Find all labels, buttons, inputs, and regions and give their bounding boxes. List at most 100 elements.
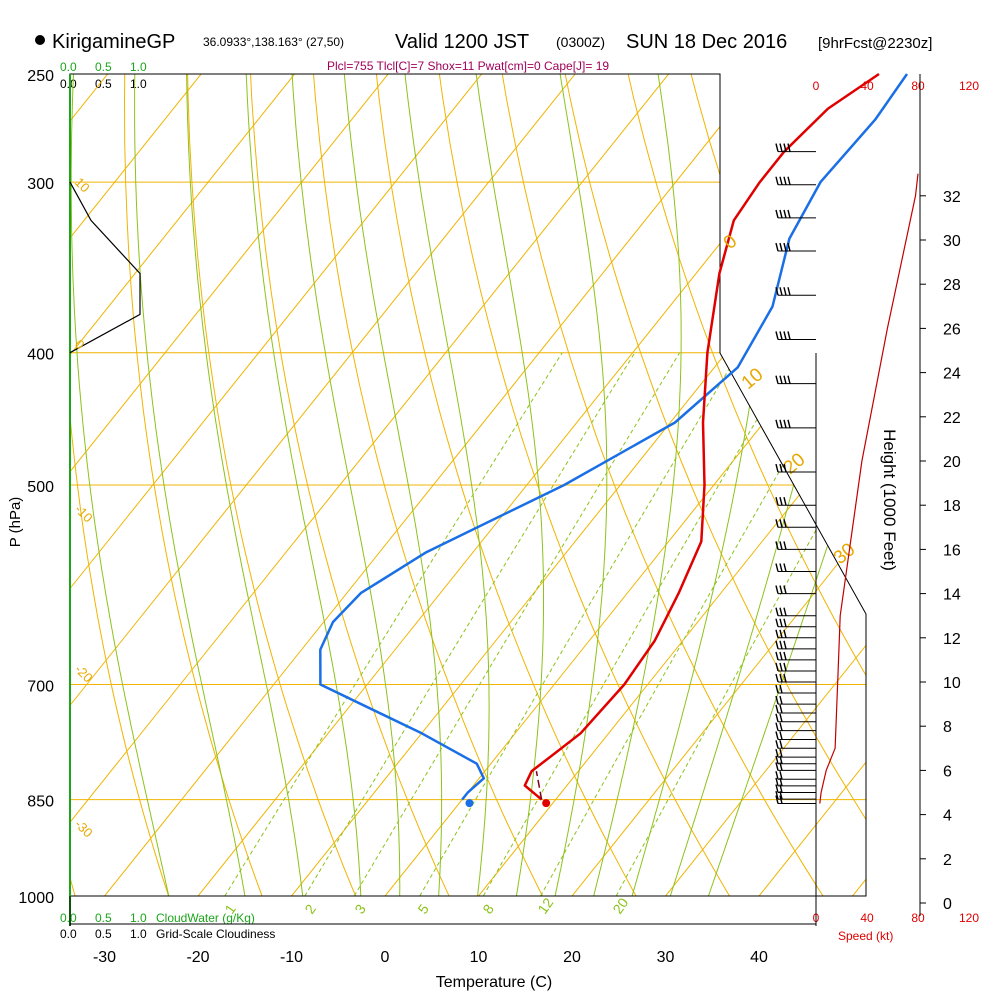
moist-adiabat: [586, 50, 681, 925]
mixing-ratio-label: 12: [534, 895, 556, 917]
dry-adiabat: [934, 50, 1000, 925]
wind-barb-flag: [780, 210, 782, 218]
speed-tick: 120: [959, 911, 979, 925]
dry-adiabat: [436, 50, 747, 925]
wind-barb-flag: [780, 287, 782, 295]
temperature-tick-label: 40: [750, 949, 768, 966]
theta-label: 20: [780, 449, 810, 479]
wind-barb-flag: [784, 541, 786, 549]
wind-barb-flag: [776, 464, 778, 472]
isotherm: [175, 50, 875, 925]
pressure-tick-label: 1000: [18, 890, 54, 907]
mixing-ratio-line: [420, 353, 739, 896]
wind-barb-flag: [780, 714, 782, 722]
pressure-tick-label: 850: [27, 794, 54, 811]
wind-barb-flag: [784, 619, 786, 627]
isotherm: [0, 50, 408, 925]
height-tick-label: 14: [943, 587, 961, 604]
isotherm: [362, 50, 1000, 925]
height-tick-label: 2: [943, 852, 952, 869]
cloudwater-label: CloudWater (g/Kg): [156, 911, 255, 925]
wind-barb-flag: [784, 177, 786, 185]
mixing-ratio-label: 3: [351, 901, 369, 917]
wind-speed-line: [820, 174, 918, 804]
wind-barb-flag: [780, 641, 782, 649]
temperature-tick-label: -10: [280, 949, 303, 966]
wind-barb-flag: [788, 331, 790, 339]
wind-barb-flag: [776, 685, 778, 693]
wind-barb-flag: [780, 731, 782, 739]
wind-barb-flag: [776, 674, 778, 682]
height-tick-label: 6: [943, 763, 952, 780]
dry-adiabat: [996, 50, 1000, 925]
isotherm: [736, 50, 1000, 925]
wind-barb-flag: [784, 586, 786, 594]
wind-barb-flag: [776, 696, 778, 704]
wind-barb-flag: [776, 210, 778, 218]
moist-adiabat: [342, 50, 441, 925]
theta-label: 30: [830, 539, 860, 569]
wind-barb-flag: [780, 740, 782, 748]
speed-tick: 120: [959, 79, 979, 93]
wind-barb-flag: [780, 497, 782, 505]
wind-barb-flag: [788, 243, 790, 251]
pressure-tick-label: 400: [27, 347, 54, 364]
forecast-info: [9hrFcst@2230z]: [818, 35, 932, 52]
wind-barb-flag: [780, 177, 782, 185]
forecast-date: SUN 18 Dec 2016: [626, 31, 787, 53]
temperature-tick-label: -20: [186, 949, 209, 966]
wind-barb-flag: [780, 331, 782, 339]
height-tick-label: 12: [943, 631, 961, 648]
height-tick-label: 30: [943, 233, 961, 250]
isotherm: [0, 50, 127, 925]
wind-barb-flag: [776, 420, 778, 428]
dry-adiabat: [125, 50, 274, 925]
station-dot-icon: [35, 35, 45, 45]
wind-barb-flag: [784, 210, 786, 218]
temperature-tick-label: 10: [470, 949, 488, 966]
surface-dewpoint-marker: [465, 799, 473, 807]
background-layer: [0, 50, 1000, 926]
wind-barb-flag: [780, 376, 782, 384]
surface-temp-marker: [542, 799, 550, 807]
speed-tick: 40: [860, 911, 874, 925]
wind-barb-flag: [780, 705, 782, 713]
wind-barb-flag: [780, 586, 782, 594]
dry-adiabat: [312, 50, 558, 925]
dry-adiabat: [809, 50, 1000, 925]
wind-barb-flag: [780, 519, 782, 527]
wind-barb-flag: [776, 705, 778, 713]
dewpoint-line: [320, 74, 907, 800]
wind-barb-flag: [784, 663, 786, 671]
isotherm-label: -20: [72, 662, 96, 686]
mixing-ratio-label: 20: [609, 895, 631, 917]
wind-barb-flag: [780, 541, 782, 549]
wind-barb-flag: [776, 731, 778, 739]
wind-barb-flag: [784, 420, 786, 428]
speed-tick: 0: [813, 79, 820, 93]
indices-line: Plcl=755 Tlcl[C]=7 Shox=11 Pwat[cm]=0 Ca…: [327, 59, 609, 73]
mixing-ratio-label: 2: [301, 901, 319, 917]
wind-barb-flag: [788, 420, 790, 428]
height-tick-label: 22: [943, 410, 961, 427]
height-tick-label: 24: [943, 366, 961, 383]
wind-barb-flag: [784, 608, 786, 616]
isotherm: [549, 50, 1000, 925]
wind-barb-flag: [788, 177, 790, 185]
wind-barb-flag: [784, 497, 786, 505]
isotherm: [829, 50, 1000, 925]
cl-tick: 0.0: [60, 77, 77, 91]
moist-adiabat: [402, 50, 489, 925]
wind-barb-flag: [780, 685, 782, 693]
wind-barb-flag: [776, 630, 778, 638]
height-tick-label: 32: [943, 189, 961, 206]
isotherm: [0, 50, 688, 925]
wind-barb-flag: [784, 641, 786, 649]
wind-barb-flag: [780, 652, 782, 660]
isotherm: [455, 50, 1000, 925]
speed-tick: 80: [911, 79, 925, 93]
valid-time: Valid 1200 JST: [395, 31, 529, 53]
cw-tick: 0.5: [95, 911, 112, 925]
isotherm: [923, 50, 1000, 925]
